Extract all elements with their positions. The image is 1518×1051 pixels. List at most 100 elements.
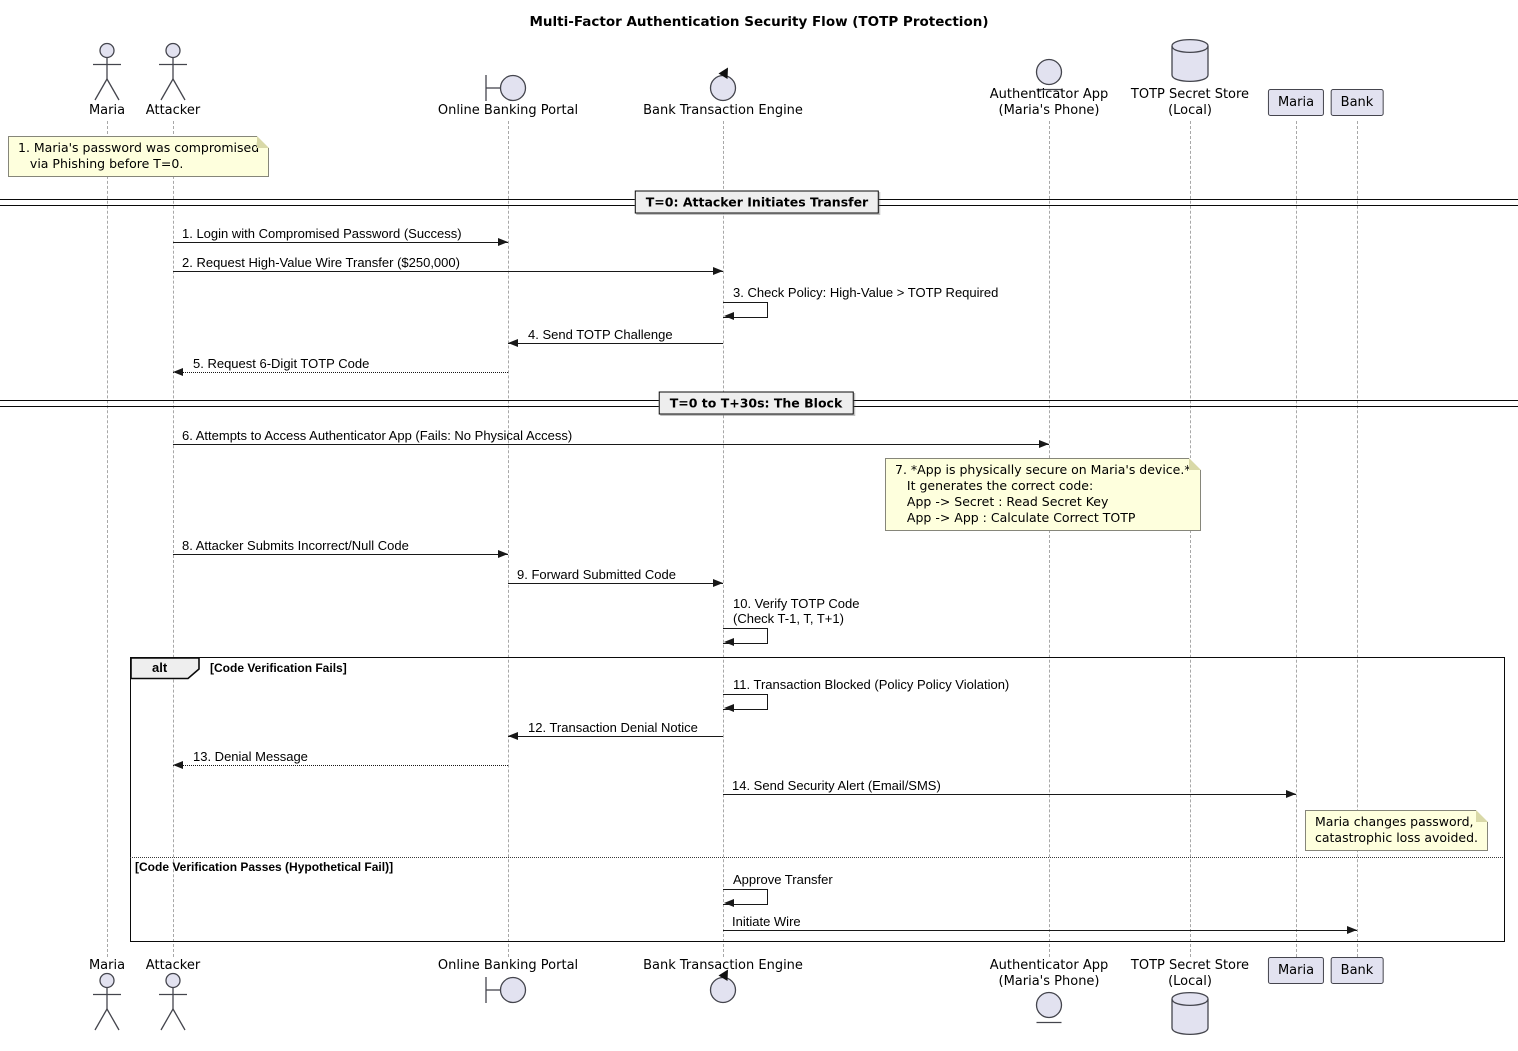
divider-label: T=0 to T+30s: The Block — [658, 391, 854, 415]
boundary-icon — [484, 975, 527, 1005]
arrowhead-left-icon — [724, 703, 734, 712]
self-message-hook — [723, 889, 768, 905]
boundary-icon — [484, 73, 527, 103]
lifeline-app — [1049, 121, 1050, 957]
participant-label-maria: Maria — [88, 103, 126, 118]
participant-label-attacker-bottom: Attacker — [145, 958, 201, 973]
message-line — [173, 271, 723, 272]
self-message-hook — [723, 628, 768, 644]
message-line — [723, 794, 1296, 795]
lifeline-bank_box — [1357, 121, 1358, 957]
note-text-line: 7. *App is physically secure on Maria's … — [895, 462, 1191, 477]
note-fold-corner — [1188, 458, 1201, 470]
message-label: 12. Transaction Denial Notice — [528, 720, 698, 735]
participant-label-app-bottom: Authenticator App — [989, 958, 1109, 973]
note-text-line: It generates the correct code: — [895, 478, 1094, 493]
message-line — [508, 343, 723, 344]
arrowhead-right-icon — [1286, 790, 1296, 798]
participant-box-maria_box-bottom: Maria — [1267, 957, 1325, 984]
alt-operator-label: alt — [152, 660, 168, 675]
participant-label-store: TOTP Secret Store — [1130, 87, 1250, 102]
message-label: 10. Verify TOTP Code — [733, 596, 860, 611]
participant-label-maria-bottom: Maria — [88, 958, 126, 973]
lifeline-portal — [508, 121, 509, 957]
message-line — [508, 736, 723, 737]
message-line — [508, 583, 723, 584]
message-label: Approve Transfer — [733, 872, 833, 887]
message-label: Initiate Wire — [732, 914, 801, 929]
arrowhead-right-icon — [713, 267, 723, 275]
note: 1. Maria's password was compromised via … — [8, 136, 270, 177]
note-text-line: 1. Maria's password was compromised — [18, 140, 260, 155]
actor-icon — [88, 42, 126, 104]
lifeline-attacker — [173, 121, 174, 957]
arrowhead-left-icon — [724, 311, 734, 320]
lifeline-maria_box — [1296, 121, 1297, 957]
entity-icon — [1033, 58, 1065, 94]
note-text-line: via Phishing before T=0. — [18, 156, 184, 171]
actor-icon — [88, 972, 126, 1034]
actor-icon — [154, 972, 192, 1034]
participant-label-app: (Maria's Phone) — [998, 103, 1100, 118]
message-label: (Check T-1, T, T+1) — [733, 611, 844, 626]
participant-label-engine: Bank Transaction Engine — [643, 103, 803, 118]
divider-label: T=0: Attacker Initiates Transfer — [634, 190, 880, 214]
note-fold-corner — [257, 136, 270, 148]
page-title: Multi-Factor Authentication Security Flo… — [529, 14, 989, 30]
message-label: 1. Login with Compromised Password (Succ… — [182, 226, 462, 241]
message-line — [173, 242, 508, 243]
participant-label-engine-bottom: Bank Transaction Engine — [643, 958, 803, 973]
note: Maria changes password, catastrophic loss… — [1305, 810, 1489, 851]
message-label: 2. Request High-Value Wire Transfer ($25… — [182, 255, 460, 270]
arrowhead-left-icon — [508, 732, 518, 740]
self-message-hook — [723, 302, 768, 318]
lifeline-engine — [723, 121, 724, 957]
alt-guard-fail: [Code Verification Fails] — [210, 661, 347, 675]
note-text-line: App -> App : Calculate Correct TOTP — [895, 510, 1136, 525]
message-line — [723, 930, 1357, 931]
message-label: 11. Transaction Blocked (Policy Policy V… — [733, 677, 1010, 692]
participant-box-maria_box: Maria — [1267, 89, 1325, 116]
arrowhead-right-icon — [713, 579, 723, 587]
arrowhead-left-icon — [173, 761, 183, 769]
note-text-line: App -> Secret : Read Secret Key — [895, 494, 1109, 509]
participant-box-bank_box: Bank — [1330, 89, 1384, 116]
lifeline-store — [1190, 121, 1191, 957]
self-message-hook — [723, 694, 768, 710]
message-line — [173, 372, 508, 373]
alt-operator-tab — [130, 657, 201, 680]
participant-label-app: Authenticator App — [989, 87, 1109, 102]
note-fold-corner — [1476, 810, 1489, 822]
participant-label-app-bottom: (Maria's Phone) — [998, 974, 1100, 989]
lifeline-maria — [107, 121, 108, 957]
database-icon — [1170, 37, 1210, 84]
participant-box-bank_box-bottom: Bank — [1330, 957, 1384, 984]
database-icon — [1170, 990, 1210, 1037]
message-line — [173, 765, 508, 766]
participant-label-portal-bottom: Online Banking Portal — [437, 958, 579, 973]
entity-icon — [1033, 991, 1065, 1027]
arrowhead-left-icon — [508, 339, 518, 347]
participant-label-store-bottom: (Local) — [1168, 974, 1212, 989]
note-text-line: catastrophic loss avoided. — [1315, 830, 1479, 845]
arrowhead-left-icon — [724, 637, 734, 646]
note: 7. *App is physically secure on Maria's … — [885, 458, 1201, 531]
alt-frame — [130, 657, 1505, 942]
control-icon — [708, 969, 738, 1005]
arrowhead-left-icon — [724, 898, 734, 907]
arrowhead-right-icon — [1347, 926, 1357, 934]
alt-else-divider — [130, 857, 1503, 858]
message-label: 14. Send Security Alert (Email/SMS) — [732, 778, 941, 793]
message-label: 9. Forward Submitted Code — [517, 567, 676, 582]
arrowhead-right-icon — [498, 550, 508, 558]
arrowhead-right-icon — [1039, 440, 1049, 448]
message-label: 3. Check Policy: High-Value > TOTP Requi… — [733, 285, 999, 300]
message-line — [173, 554, 508, 555]
participant-label-portal: Online Banking Portal — [437, 103, 579, 118]
participant-label-attacker: Attacker — [145, 103, 201, 118]
message-label: 6. Attempts to Access Authenticator App … — [182, 428, 573, 443]
participant-label-store: (Local) — [1168, 103, 1212, 118]
message-line — [173, 444, 1049, 445]
message-label: 5. Request 6-Digit TOTP Code — [193, 356, 370, 371]
